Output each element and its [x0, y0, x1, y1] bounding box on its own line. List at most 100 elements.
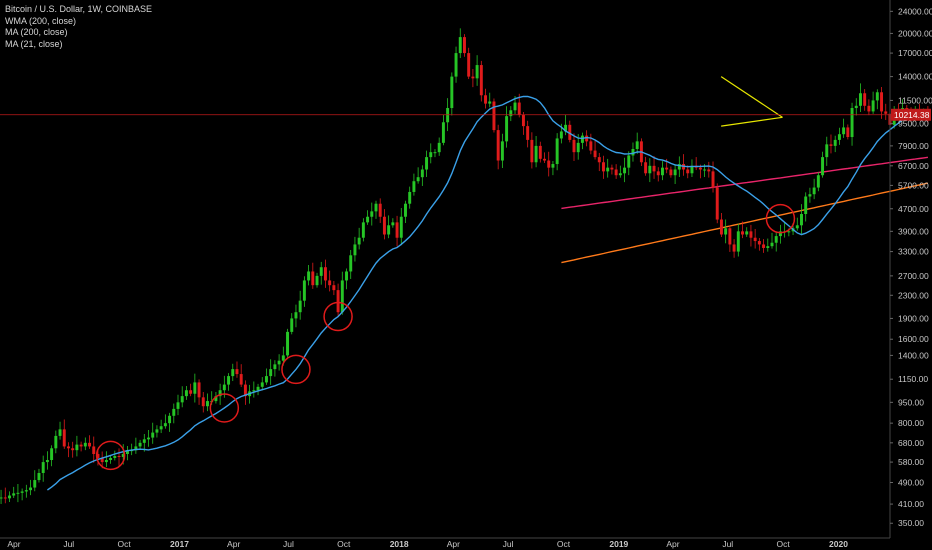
candle-body — [724, 228, 728, 235]
candle-body — [319, 267, 323, 276]
y-tick-label: 800.00 — [898, 418, 924, 428]
legend-wma200: WMA (200, close) — [5, 15, 77, 26]
x-tick-label: 2020 — [829, 539, 848, 549]
candle-body — [172, 408, 176, 416]
candle-body — [534, 145, 538, 163]
candle-body — [673, 169, 677, 176]
candle-body — [766, 246, 770, 248]
y-tick-label: 17000.00 — [898, 48, 932, 58]
y-tick-label: 11500.00 — [898, 95, 932, 105]
candle-body — [576, 142, 580, 153]
y-tick-label: 1600.00 — [898, 334, 929, 344]
candle-body — [593, 150, 597, 158]
wma200-path — [561, 182, 929, 264]
candle-body — [513, 102, 517, 111]
price-line: 10214.38 — [0, 108, 931, 121]
candle-body — [382, 216, 386, 235]
candle-body — [273, 364, 277, 370]
candle-body — [719, 219, 723, 235]
candle-body — [555, 138, 559, 165]
candle-body — [770, 242, 774, 247]
candle-body — [458, 37, 462, 54]
candle-body — [425, 157, 429, 170]
candle-body — [374, 203, 378, 212]
candle-body — [741, 231, 744, 235]
candle-body — [551, 164, 555, 168]
y-tick-label: 490.00 — [898, 478, 924, 488]
candle-body — [109, 457, 113, 461]
candle-body — [168, 415, 172, 424]
candle-body — [884, 111, 888, 114]
candle-body — [732, 244, 736, 252]
candle-body — [441, 122, 445, 143]
candle-body — [492, 101, 496, 131]
triangle-upper — [720, 76, 783, 118]
candle-body — [387, 225, 391, 235]
candle-body — [222, 384, 226, 391]
candle-body — [530, 139, 534, 163]
x-tick-label: Jul — [283, 539, 294, 549]
candle-body — [808, 194, 812, 197]
candle-body — [50, 448, 54, 461]
chart-legend: Bitcoin / U.S. Dollar, 1W, COINBASE WMA … — [5, 4, 152, 50]
candle-body — [559, 131, 563, 139]
candle-body — [66, 446, 70, 449]
touch-circle — [209, 393, 240, 423]
y-tick-label: 6700.00 — [898, 161, 929, 171]
candle-body — [568, 124, 572, 140]
candle-body — [311, 271, 315, 286]
candle-body — [484, 95, 488, 104]
candle-body — [564, 124, 568, 132]
candle-body — [29, 487, 33, 491]
candle-body — [585, 135, 589, 142]
x-tick-label: 2019 — [609, 539, 628, 549]
candle-body — [79, 444, 83, 447]
touch-circle — [765, 203, 796, 234]
candle-body — [589, 141, 593, 151]
candle-body — [125, 450, 129, 455]
candle-body — [180, 396, 184, 403]
y-tick-label: 950.00 — [898, 397, 924, 407]
candle-body — [479, 65, 483, 96]
candle-body — [332, 285, 336, 291]
candle-body — [412, 181, 416, 192]
y-tick-label: 3900.00 — [898, 226, 929, 236]
candle-body — [880, 92, 884, 112]
candle-body — [349, 255, 353, 272]
candle-body — [96, 454, 100, 458]
candle-body — [728, 228, 732, 245]
x-axis: Apr Jul Oct 2017 Apr Jul Oct 2018 Apr Jul Oct 2019 A… — [0, 537, 890, 549]
candle-body — [800, 214, 803, 226]
candle-body — [627, 155, 631, 168]
candle-body — [243, 384, 247, 397]
candle-body — [842, 127, 846, 135]
candle-body — [286, 331, 290, 356]
candle-body — [8, 495, 11, 499]
candle-body — [833, 139, 837, 146]
candle-body — [850, 108, 854, 138]
candle-body — [151, 432, 155, 438]
y-tick-label: 1150.00 — [898, 374, 928, 384]
candle-body — [189, 390, 193, 394]
candle-body — [686, 169, 690, 174]
candle-body — [429, 152, 433, 158]
candle-body — [336, 290, 340, 313]
candle-body — [3, 497, 7, 499]
y-tick-label: 14000.00 — [898, 72, 932, 82]
candle-body — [471, 76, 475, 79]
candle-body — [206, 401, 209, 407]
candle-body — [736, 231, 740, 252]
candle-body — [58, 429, 62, 436]
candle-body — [24, 490, 28, 492]
candle-body — [290, 318, 294, 332]
candle-body — [163, 423, 167, 427]
candle-body — [846, 127, 850, 138]
candle-body — [231, 369, 235, 377]
candle-body — [804, 196, 808, 215]
x-tick-label: Jul — [503, 539, 514, 549]
candle-body — [328, 280, 332, 286]
candle-body — [361, 222, 365, 238]
y-tick-label: 5700.00 — [898, 180, 929, 190]
candle-body — [875, 92, 879, 101]
